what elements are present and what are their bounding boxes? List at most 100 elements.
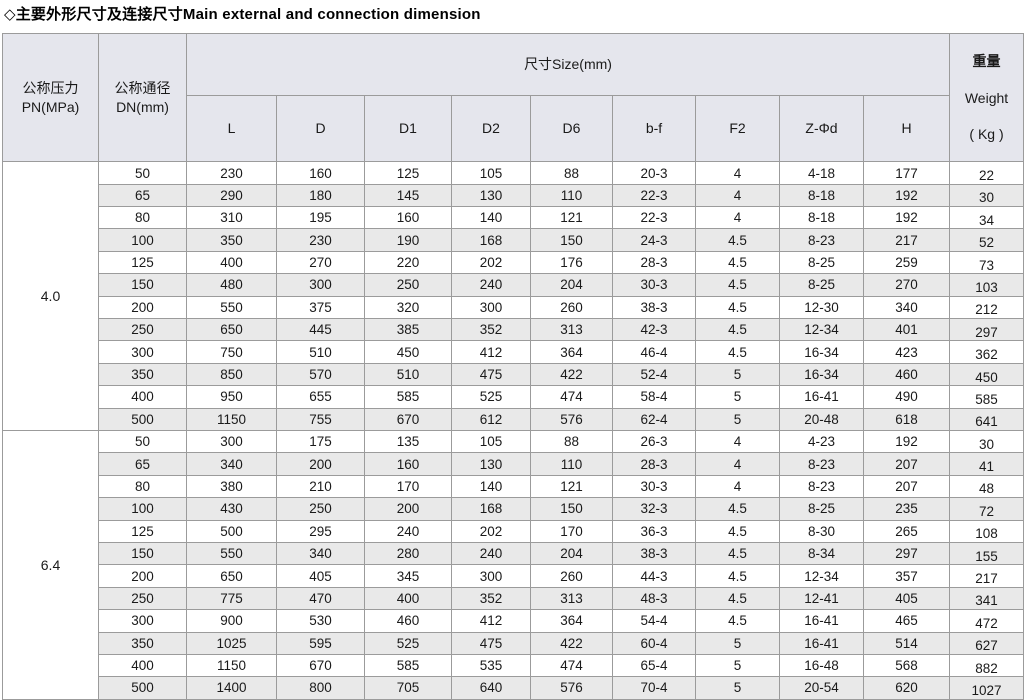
cell-h: 192 (862, 183, 951, 208)
cell-d6: 474 (530, 385, 613, 409)
cell-weight: 30 (949, 429, 1025, 454)
cell-l: 480 (186, 273, 277, 297)
table-row: 125 500 295 240 202 170 36-3 4.5 8-30 265 108 (2, 519, 1025, 543)
cell-l: 340 (186, 452, 277, 476)
cell-weight: 585 (949, 385, 1025, 409)
cell-weight: 103 (949, 273, 1025, 297)
cell-zfd: 16-41 (779, 631, 864, 655)
cell-zfd: 16-41 (779, 609, 864, 633)
cell-d2: 130 (451, 183, 531, 208)
cell-bf: 58-4 (612, 385, 696, 409)
cell-bf: 36-3 (612, 519, 696, 543)
cell-d2: 525 (451, 385, 531, 409)
table-row: 65 290 180 145 130 110 22-3 4 8-18 192 30 (2, 183, 1025, 208)
cell-f2: 4.5 (695, 340, 780, 364)
cell-f2: 5 (695, 676, 780, 700)
cell-dn: 65 (98, 183, 187, 208)
cell-bf: 30-3 (612, 273, 696, 297)
cell-bf: 22-3 (612, 206, 696, 230)
cell-l: 430 (186, 497, 277, 521)
header-size-col-bf: b-f (612, 94, 696, 163)
table-row: 100 350 230 190 168 150 24-3 4.5 8-23 217 52 (2, 228, 1025, 252)
cell-f2: 4.5 (695, 250, 780, 275)
cell-weight: 341 (949, 586, 1025, 611)
table-row: 400 1150 670 585 535 474 65-4 5 16-48 568 882 (2, 653, 1025, 678)
cell-d6: 176 (530, 250, 613, 275)
cell-zfd: 8-18 (779, 183, 864, 208)
cell-l: 775 (186, 586, 277, 611)
cell-weight: 30 (949, 183, 1025, 208)
cell-bf: 62-4 (612, 407, 696, 432)
cell-d6: 204 (530, 541, 613, 566)
pn-group-cell: 6.4 (2, 430, 99, 700)
cell-d6: 364 (530, 340, 613, 364)
cell-zfd: 8-23 (779, 452, 864, 476)
cell-h: 490 (862, 385, 951, 409)
cell-d: 180 (276, 183, 365, 208)
cell-f2: 4.5 (695, 609, 780, 633)
cell-d6: 110 (530, 183, 613, 208)
cell-d1: 145 (364, 183, 452, 208)
cell-d: 195 (276, 206, 365, 230)
cell-d6: 88 (530, 161, 613, 185)
cell-l: 1150 (186, 653, 277, 678)
cell-h: 235 (862, 497, 951, 521)
cell-d1: 200 (364, 497, 452, 521)
cell-bf: 28-3 (612, 250, 696, 275)
cell-d: 445 (276, 318, 365, 342)
table-row: 150 480 300 250 240 204 30-3 4.5 8-25 270 103 (2, 273, 1025, 297)
cell-h: 401 (862, 318, 951, 342)
table-row: 400 950 655 585 525 474 58-4 5 16-41 490 585 (2, 385, 1025, 409)
cell-d6: 422 (530, 362, 613, 387)
cell-dn: 350 (98, 362, 187, 387)
cell-bf: 46-4 (612, 340, 696, 364)
cell-d6: 422 (530, 631, 613, 655)
table-row: 65 340 200 160 130 110 28-3 4 8-23 207 41 (2, 452, 1025, 476)
cell-h: 514 (862, 631, 951, 655)
table-row: 500 1150 755 670 612 576 62-4 5 20-48 618 641 (2, 407, 1025, 432)
cell-d1: 400 (364, 586, 452, 611)
cell-h: 465 (862, 609, 951, 633)
cell-zfd: 16-41 (779, 385, 864, 409)
cell-zfd: 4-18 (779, 161, 864, 185)
table-row: 300 750 510 450 412 364 46-4 4.5 16-34 423 362 (2, 340, 1025, 364)
cell-d: 230 (276, 228, 365, 252)
cell-weight: 73 (949, 250, 1025, 275)
cell-d1: 460 (364, 609, 452, 633)
cell-f2: 5 (695, 653, 780, 678)
header-weight: 重量 Weight ( Kg ) (949, 32, 1025, 163)
cell-d2: 168 (451, 497, 531, 521)
cell-f2: 4.5 (695, 564, 780, 588)
cell-f2: 4 (695, 183, 780, 208)
cell-f2: 4 (695, 429, 780, 454)
header-size-col-l: L (186, 94, 277, 163)
cell-bf: 54-4 (612, 609, 696, 633)
header-size-col-h: H (862, 94, 951, 163)
cell-weight: 641 (949, 407, 1025, 432)
header-size-col-zfd: Z-Φd (779, 94, 864, 163)
cell-d6: 150 (530, 228, 613, 252)
cell-f2: 5 (695, 385, 780, 409)
cell-f2: 4 (695, 206, 780, 230)
cell-d1: 280 (364, 541, 452, 566)
cell-dn: 65 (98, 452, 187, 476)
cell-weight: 472 (949, 609, 1025, 633)
cell-d2: 352 (451, 586, 531, 611)
cell-h: 259 (862, 250, 951, 275)
cell-zfd: 16-34 (779, 362, 864, 387)
cell-d: 295 (276, 519, 365, 543)
header-weight-unit: ( Kg ) (969, 125, 1004, 142)
cell-weight: 108 (949, 519, 1025, 543)
cell-bf: 42-3 (612, 318, 696, 342)
cell-bf: 24-3 (612, 228, 696, 252)
cell-f2: 4.5 (695, 586, 780, 611)
cell-d1: 220 (364, 250, 452, 275)
cell-d6: 170 (530, 519, 613, 543)
cell-l: 1025 (186, 631, 277, 655)
cell-bf: 22-3 (612, 183, 696, 208)
table-header: 公称压力 PN(MPa) 公称通径 DN(mm) 尺寸Size(mm) 重量 W… (2, 32, 1025, 163)
cell-f2: 4 (695, 161, 780, 185)
cell-bf: 70-4 (612, 676, 696, 700)
cell-d6: 204 (530, 273, 613, 297)
cell-d1: 510 (364, 362, 452, 387)
